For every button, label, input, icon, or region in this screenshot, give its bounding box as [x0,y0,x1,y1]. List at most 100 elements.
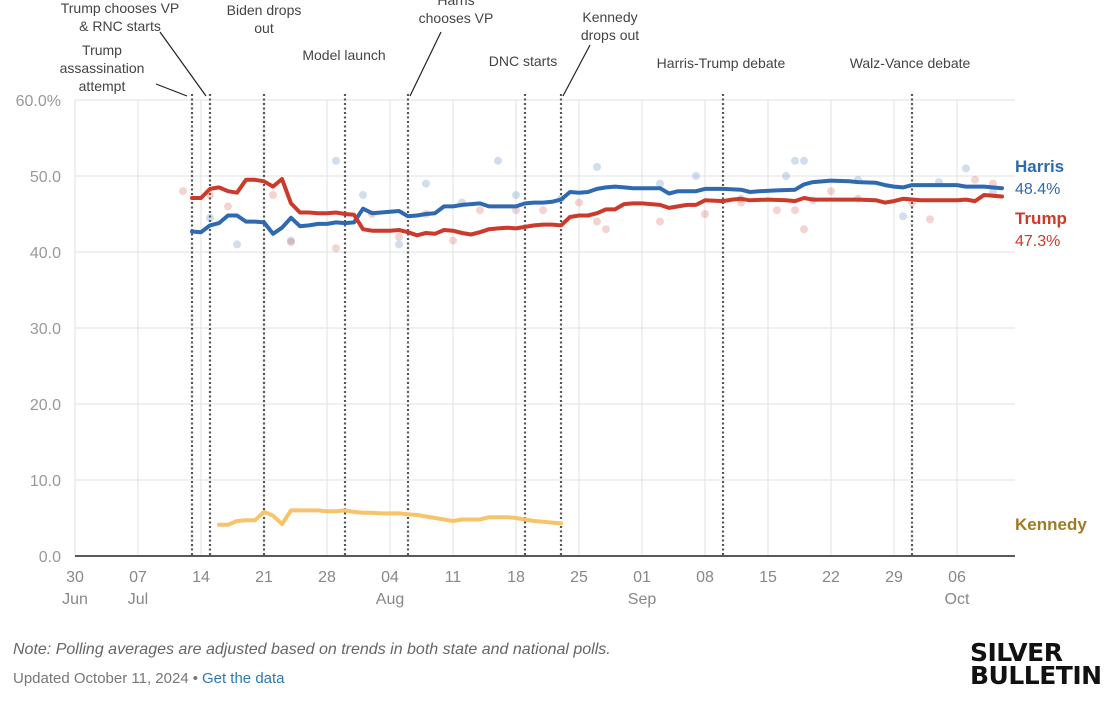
event-label: & RNC starts [79,18,161,34]
poll-dot-harris [422,179,430,188]
x-tick-label: 29 [885,569,903,586]
x-tick-label: 15 [759,569,777,586]
poll-dot-trump [926,215,934,224]
poll-dot-trump [332,244,340,253]
event-label: Harris [437,0,474,8]
x-tick-label: 14 [192,569,210,586]
chart-note: Note: Polling averages are adjusted base… [13,641,611,658]
polling-chart: 0.0 10.0 20.0 30.0 40.0 50.0 60.0% 30 Jun 07 Jul 14… [16,0,1088,608]
x-tick-label: 30 [66,569,84,586]
x-tick-label: 06 [948,569,966,586]
y-tick-label: 50.0 [30,169,61,186]
poll-dot-trump [593,217,601,226]
poll-dot-harris [800,156,808,165]
event-label: Model launch [302,47,385,63]
poll-dot-harris [494,156,502,165]
poll-dot-harris [899,212,907,221]
poll-dot-trump [701,210,709,218]
x-tick-label: 21 [255,569,273,586]
poll-dot-trump [800,225,808,234]
poll-dot-harris [791,156,799,165]
footer-separator: • [192,670,198,687]
x-tick-label: 07 [129,569,147,586]
event-label: Harris-Trump debate [657,55,786,71]
series-line-trump [190,177,1004,238]
legend-label-harris: Harris [1015,157,1064,176]
poll-dot-trump [971,175,979,184]
legend-label-kennedy: Kennedy [1015,515,1087,534]
x-tick-month: Jun [62,591,88,608]
event-label: drops out [581,27,639,43]
poll-dot-harris [512,191,520,199]
poll-dot-harris [395,240,403,249]
x-tick-month: Aug [376,591,404,608]
x-tick-month: Oct [945,591,970,608]
poll-dot-harris [692,172,700,180]
poll-dot-harris [332,156,340,165]
logo-line-1: SILVER [970,638,1063,667]
x-tick-label: 01 [633,569,651,586]
poll-dot-harris [962,164,970,173]
poll-dot-trump [449,236,457,245]
event-leader-line [155,83,188,97]
event-label: Kennedy [582,9,637,25]
y-tick-label: 60.0% [16,93,61,110]
event-label: Walz-Vance debate [850,55,971,71]
updated-date: Updated October 11, 2024 [13,670,189,687]
event-leader-line [562,44,591,97]
poll-dot-trump [656,217,664,226]
logo-line-2: BULLETIN [970,661,1102,690]
poll-dot-trump [773,206,781,215]
event-label: Trump [82,42,122,58]
poll-dot-trump [539,206,547,215]
poll-dot-harris [287,236,295,245]
x-tick-month: Jul [128,591,148,608]
poll-dot-harris [233,240,241,249]
event-label: chooses VP [419,10,494,26]
poll-dot-trump [575,198,583,207]
event-label: out [254,20,274,36]
y-tick-label: 20.0 [30,397,61,414]
poll-dot-trump [791,206,799,215]
event-leader-line [159,31,207,97]
poll-dot-harris [656,179,664,188]
event-label: Biden drops [227,2,302,18]
series-line-kennedy [217,508,563,527]
event-label: Trump chooses VP [61,0,180,16]
x-tick-label: 18 [507,569,525,586]
y-tick-label: 0.0 [39,549,61,566]
legend-label-trump: Trump [1015,209,1067,228]
poll-dot-trump [269,191,277,199]
poll-dot-harris [593,162,601,171]
x-tick-label: 22 [822,569,840,586]
series-line-harris [190,178,1004,236]
event-label: assassination [60,60,145,76]
event-leader-line [409,31,442,97]
poll-dot-trump [287,238,295,247]
x-tick-label: 11 [445,569,462,586]
y-tick-label: 40.0 [30,245,61,262]
poll-dot-trump [602,225,610,234]
event-label: DNC starts [489,53,557,69]
poll-dot-trump [395,232,403,241]
end-value-trump: 47.3% [1015,233,1060,250]
end-value-harris: 48.4% [1015,181,1060,198]
x-tick-label: 28 [318,569,336,586]
poll-dot-trump [224,202,232,211]
event-label: attempt [79,78,126,94]
get-data-link[interactable]: Get the data [201,670,285,687]
poll-dot-trump [827,187,835,196]
x-tick-label: 04 [381,569,399,586]
x-tick-label: 08 [696,569,714,586]
y-tick-label: 30.0 [30,321,61,338]
poll-dot-trump [476,206,484,215]
y-tick-label: 10.0 [30,473,61,490]
x-tick-month: Sep [628,591,657,608]
poll-dot-harris [206,213,214,222]
x-tick-label: 25 [570,569,588,586]
updated-line: Updated October 11, 2024 • Get the data [13,670,285,687]
silver-bulletin-logo: SILVER BULLETIN [970,638,1102,690]
poll-dot-harris [782,172,790,180]
poll-dot-harris [359,191,367,199]
poll-dot-trump [179,187,187,196]
